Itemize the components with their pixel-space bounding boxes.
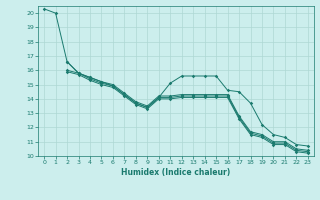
- X-axis label: Humidex (Indice chaleur): Humidex (Indice chaleur): [121, 168, 231, 177]
